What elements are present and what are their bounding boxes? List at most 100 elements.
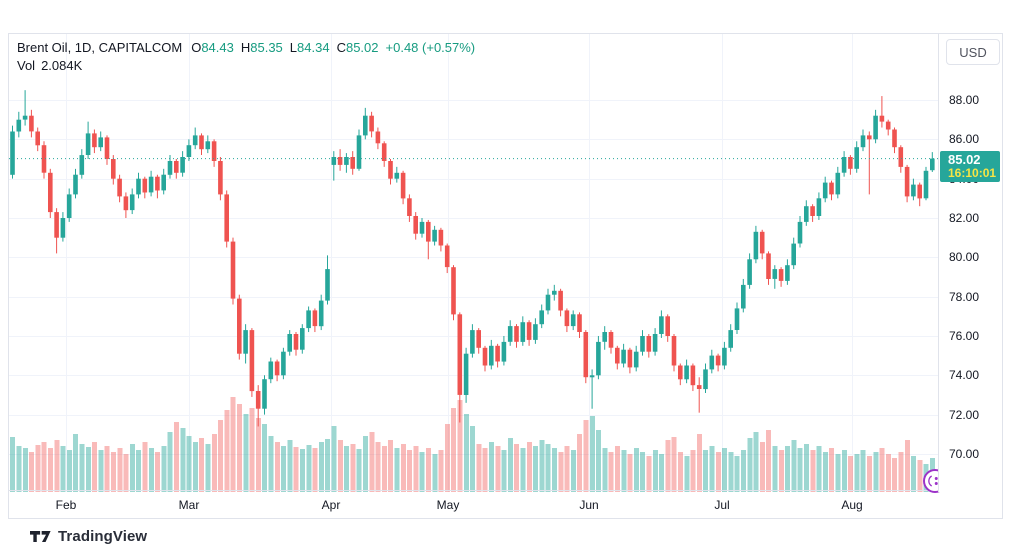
- volume-bar: [186, 436, 192, 492]
- volume-bar: [570, 450, 576, 492]
- volume-bar: [85, 447, 91, 492]
- last-price-value: 85.02: [948, 151, 981, 167]
- candle-body: [564, 310, 570, 327]
- volume-value: 2.084K: [41, 58, 83, 73]
- volume-bar: [526, 442, 532, 492]
- candle-body: [129, 194, 135, 211]
- price-tick-label: 78.00: [949, 289, 980, 304]
- candle-body: [60, 218, 66, 238]
- tradingview-attribution-link[interactable]: TradingView: [30, 528, 147, 545]
- symbol-title[interactable]: Brent Oil, 1D, CAPITALCOM: [17, 40, 183, 55]
- candle-body: [394, 172, 400, 179]
- candle-body: [237, 298, 242, 354]
- candle-body: [92, 133, 97, 148]
- candle-body: [66, 194, 72, 218]
- volume-bar: [759, 442, 765, 492]
- candle-body: [22, 115, 28, 120]
- volume-bar: [476, 444, 482, 492]
- candle-body: [583, 332, 589, 378]
- candle-body: [73, 174, 78, 195]
- candle-body: [186, 145, 192, 157]
- candle-body: [444, 245, 450, 268]
- candle-body: [898, 147, 904, 167]
- volume-bar: [501, 450, 507, 492]
- volume-bar: [350, 444, 356, 492]
- volume-bar: [388, 440, 394, 492]
- candle-body: [715, 355, 721, 366]
- currency-button[interactable]: USD: [946, 39, 1000, 65]
- candle-body: [35, 131, 40, 146]
- time-tick-label: Apr: [321, 498, 341, 512]
- volume-bar: [29, 452, 35, 492]
- volume-bar: [148, 448, 154, 492]
- candle-body: [678, 365, 683, 380]
- candle-body: [104, 137, 110, 159]
- volume-bar: [142, 442, 148, 492]
- candle-body: [369, 115, 374, 132]
- volume-bar: [318, 442, 324, 492]
- candle-body: [325, 269, 330, 301]
- candle-body: [438, 229, 444, 246]
- candle-body: [111, 159, 116, 179]
- volume-bar: [520, 448, 526, 492]
- volume-bar: [633, 448, 639, 492]
- candle-body: [690, 365, 696, 386]
- volume-bar: [489, 442, 494, 492]
- volume-bar: [218, 420, 224, 492]
- price-scale[interactable]: USD 88.0086.0084.0082.0080.0078.0076.007…: [938, 34, 1002, 492]
- volume-bar: [369, 432, 375, 492]
- volume-bar: [873, 452, 879, 492]
- volume-bar: [703, 450, 709, 492]
- candle-body: [539, 310, 544, 325]
- volume-bar: [860, 450, 866, 492]
- volume-bar: [426, 448, 431, 492]
- volume-bar: [507, 438, 513, 492]
- volume-bar: [577, 434, 583, 492]
- candle-body: [930, 158, 935, 171]
- volume-bar: [898, 452, 904, 492]
- candle-body: [841, 157, 847, 173]
- candle-body: [778, 269, 784, 281]
- volume-bar: [482, 448, 488, 492]
- candle-body: [577, 314, 582, 332]
- candle-body: [791, 243, 796, 266]
- candle-body: [41, 145, 47, 173]
- price-chart-pane[interactable]: [9, 34, 940, 492]
- price-tick-label: 76.00: [949, 328, 980, 343]
- volume-bar: [155, 452, 161, 492]
- volume-bar: [136, 450, 142, 492]
- volume-bar: [841, 450, 847, 492]
- volume-bar: [66, 450, 72, 492]
- candle-body: [671, 336, 677, 366]
- volume-bar: [457, 400, 463, 492]
- candle-body: [810, 206, 815, 216]
- candle-body: [495, 345, 500, 362]
- volume-bar: [791, 440, 797, 492]
- price-tick-label: 86.00: [949, 132, 980, 147]
- candle-body: [148, 176, 154, 193]
- volume-bar: [822, 452, 828, 492]
- candle-body: [608, 332, 614, 348]
- volume-bar: [375, 442, 381, 492]
- volume-bar: [583, 420, 589, 492]
- volume-bar: [778, 450, 784, 492]
- candle-body: [659, 316, 664, 334]
- candle-body: [621, 349, 626, 364]
- volume-bar: [79, 444, 85, 492]
- candle-body: [174, 161, 179, 173]
- time-scale[interactable]: Feb Mar Apr May Jun Jul Aug: [9, 490, 1002, 518]
- candle-body: [615, 347, 620, 364]
- candle-body: [520, 322, 526, 342]
- candle-body: [501, 341, 507, 362]
- volume-bar: [306, 445, 312, 492]
- candle-body: [772, 269, 778, 279]
- candle-body: [476, 330, 481, 348]
- volume-bar: [255, 418, 261, 492]
- volume-bar: [268, 436, 274, 492]
- candle-body: [381, 143, 387, 161]
- volume-bar: [161, 446, 167, 492]
- volume-bar: [10, 437, 16, 492]
- candle-body: [268, 361, 274, 380]
- time-tick-label: Jun: [579, 498, 599, 512]
- candle-body: [589, 375, 595, 378]
